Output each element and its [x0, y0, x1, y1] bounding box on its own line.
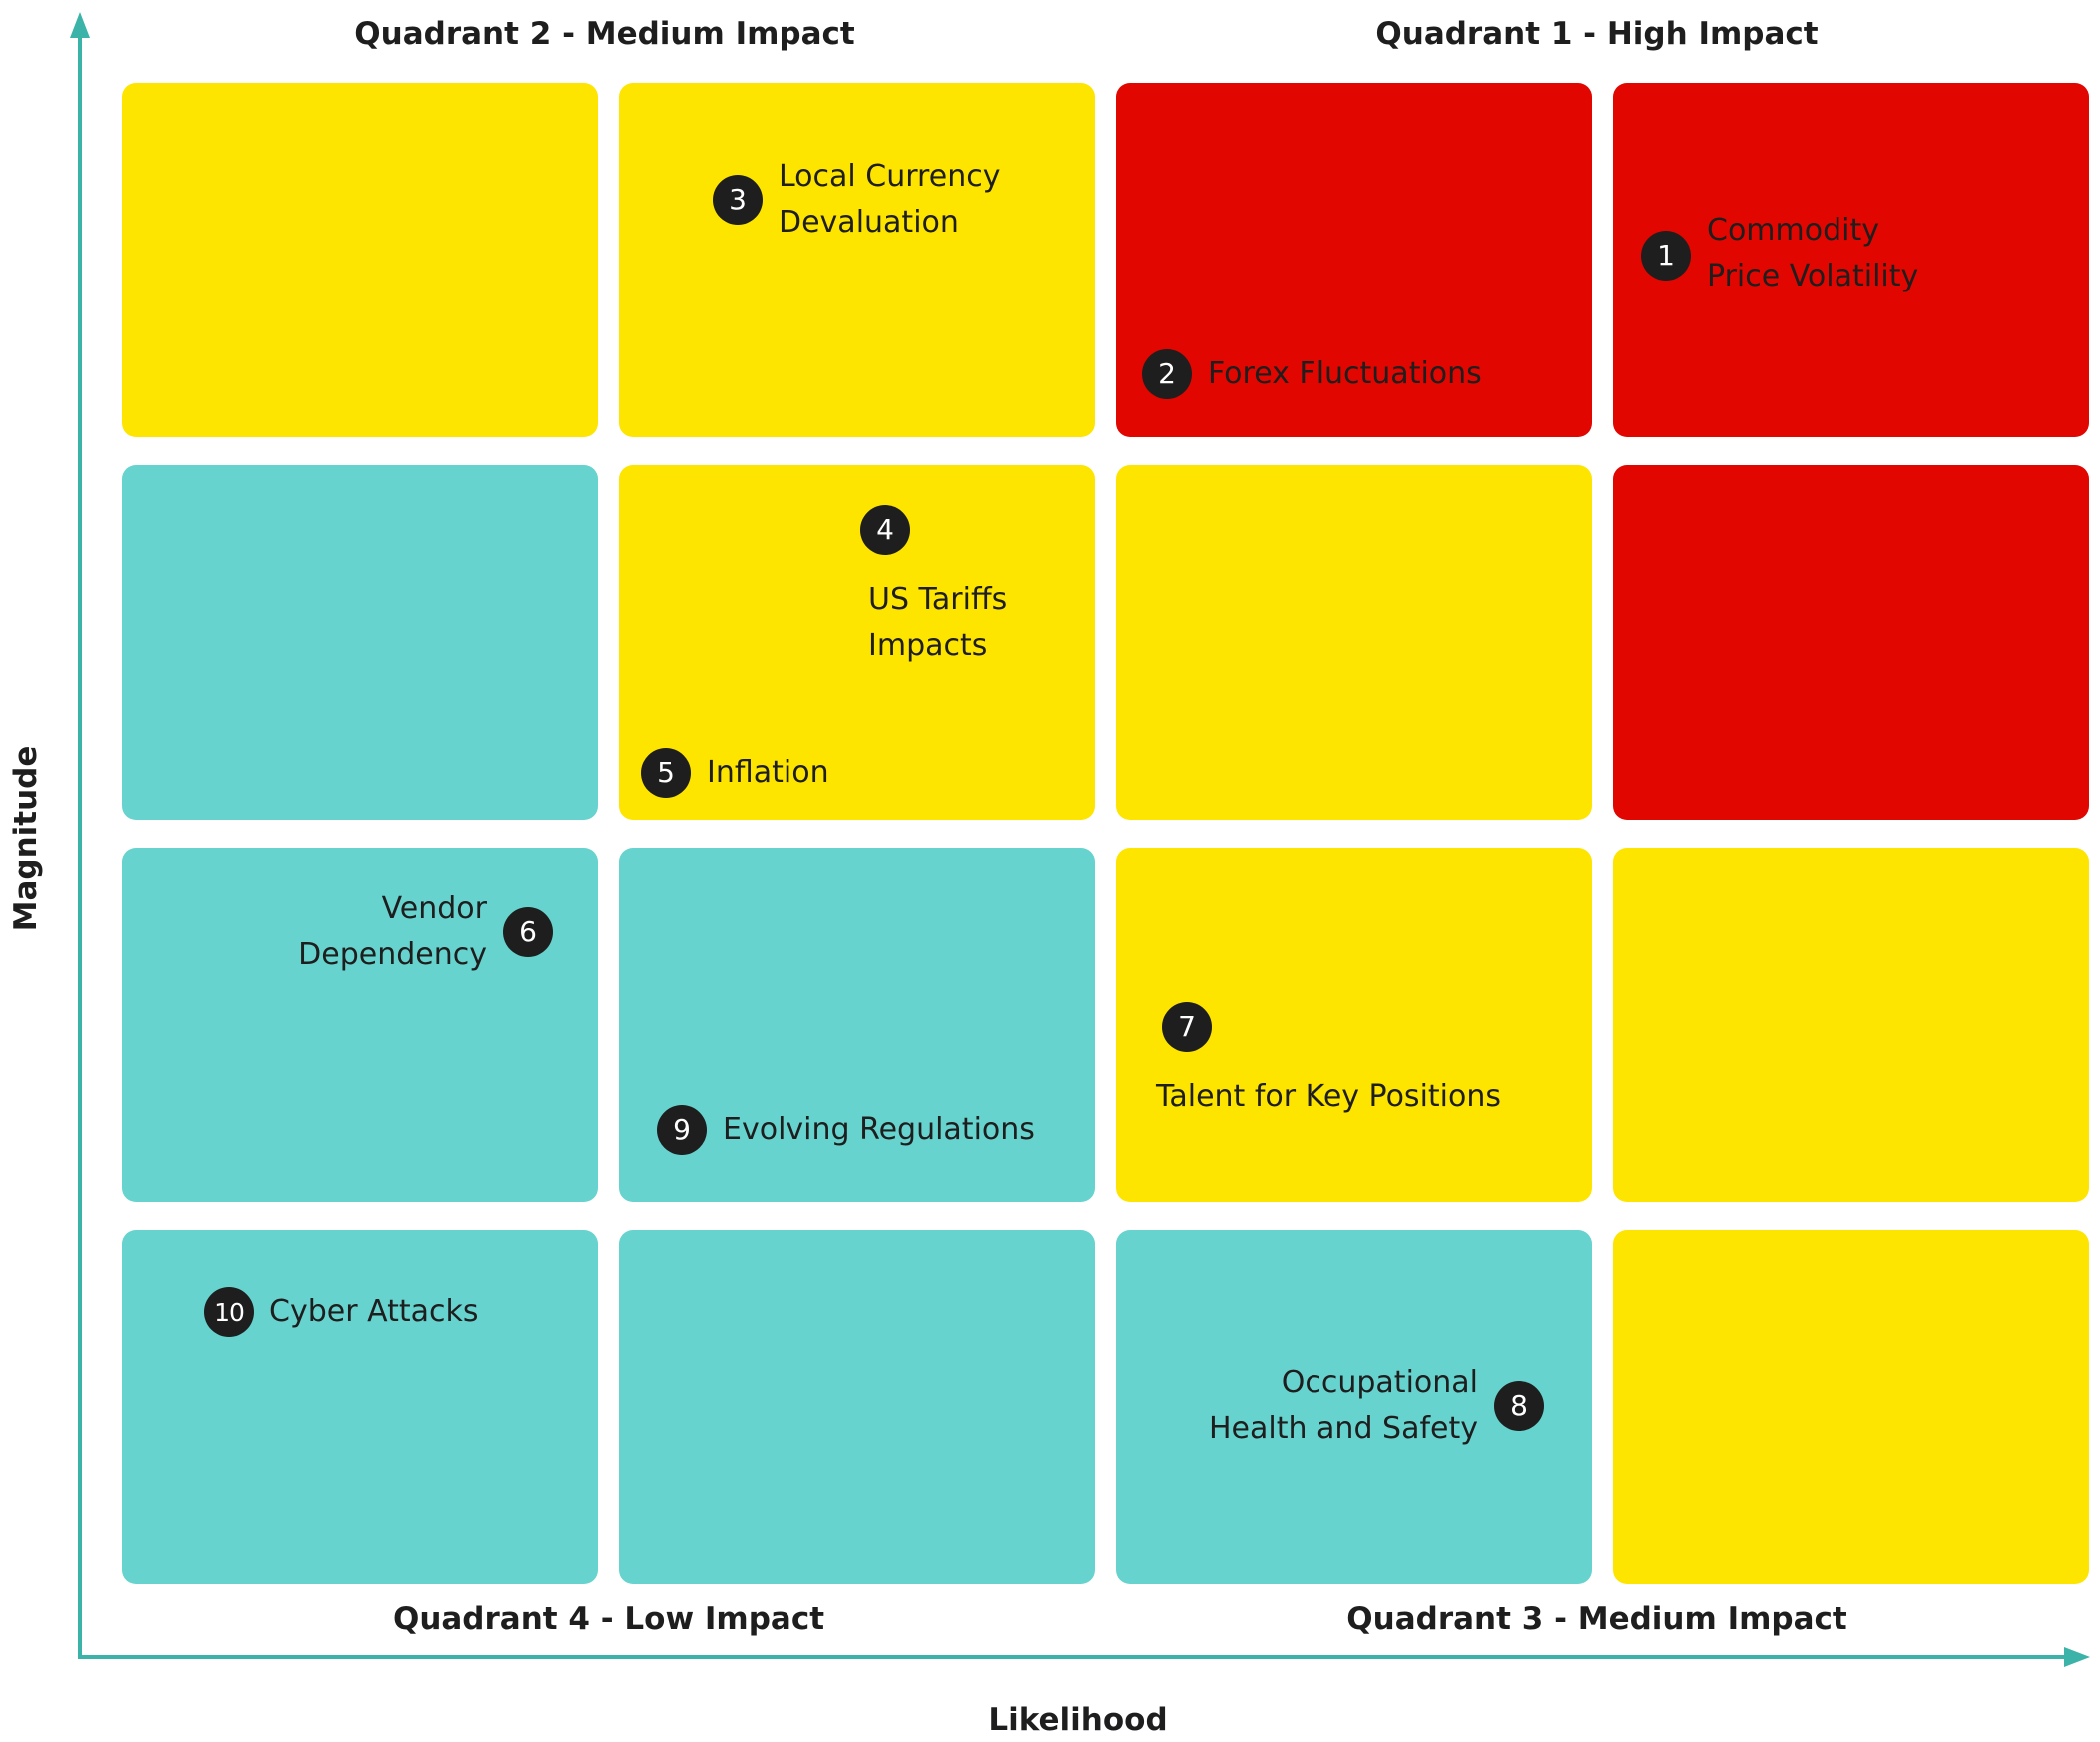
risk-label: Commodity Price Volatility: [1707, 213, 1919, 293]
risk-10: 10 Cyber Attacks: [204, 1287, 478, 1337]
risk-label: Inflation: [707, 755, 829, 790]
risk-label: Cyber Attacks: [269, 1294, 479, 1329]
risk-label: US Tariffs Impacts: [868, 582, 1008, 663]
risk-8: 8 Occupational Health and Safety: [1209, 1360, 1544, 1452]
risk-label: Forex Fluctuations: [1208, 356, 1482, 391]
risk-number-badge: 5: [641, 748, 691, 798]
risk-number-badge: 3: [713, 175, 763, 225]
risk-number-badge: 8: [1494, 1381, 1544, 1431]
risk-number-badge: 9: [657, 1105, 707, 1155]
risk-6: 6 Vendor Dependency: [298, 886, 553, 978]
risk-number-badge: 4: [860, 505, 910, 555]
cell-r2-c1: [122, 465, 598, 820]
cell-r3-c1: [122, 848, 598, 1202]
risk-2: 2 Forex Fluctuations: [1142, 349, 1482, 399]
risk-number-badge: 2: [1142, 349, 1192, 399]
risk-number-badge: 6: [503, 907, 553, 957]
risk-label: Vendor Dependency: [298, 891, 487, 972]
quadrant-4-title: Quadrant 4 - Low Impact: [392, 1601, 825, 1637]
cell-r1-c3: [1116, 83, 1592, 437]
cell-r4-c2: [619, 1230, 1095, 1584]
cell-r3-c4: [1613, 848, 2089, 1202]
risk-label: Local Currency Devaluation: [779, 159, 1001, 240]
quadrant-2-title: Quadrant 2 - Medium Impact: [354, 16, 855, 52]
risk-4: 4 US Tariffs Impacts: [860, 505, 1007, 669]
risk-number-badge: 7: [1162, 1002, 1212, 1052]
risk-9: 9 Evolving Regulations: [657, 1105, 1035, 1155]
cell-r1-c4: [1613, 83, 2089, 437]
cell-r2-c3: [1116, 465, 1592, 820]
cell-r4-c1: [122, 1230, 598, 1584]
y-axis-arrow: [70, 12, 90, 38]
cell-r1-c2: [619, 83, 1095, 437]
risk-3: 3 Local Currency Devaluation: [713, 154, 1000, 246]
quadrant-1-title: Quadrant 1 - High Impact: [1375, 16, 1819, 52]
y-axis-label: Magnitude: [8, 745, 44, 932]
risk-number-badge: 1: [1641, 231, 1691, 281]
risk-5: 5 Inflation: [641, 748, 829, 798]
x-axis-label: Likelihood: [988, 1702, 1168, 1738]
cell-r2-c2: [619, 465, 1095, 820]
cell-r2-c4: [1613, 465, 2089, 820]
cell-r1-c1: [122, 83, 598, 437]
risk-7: 7 Talent for Key Positions: [1156, 1002, 1501, 1120]
cell-r4-c4: [1613, 1230, 2089, 1584]
risk-label: Occupational Health and Safety: [1209, 1365, 1478, 1446]
risk-number-badge: 10: [204, 1287, 254, 1337]
risk-label: Talent for Key Positions: [1156, 1079, 1501, 1114]
quadrant-3-title: Quadrant 3 - Medium Impact: [1346, 1601, 1847, 1637]
risk-1: 1 Commodity Price Volatility: [1641, 212, 1918, 299]
x-axis-arrow: [2064, 1647, 2090, 1667]
risk-label: Evolving Regulations: [723, 1112, 1035, 1147]
